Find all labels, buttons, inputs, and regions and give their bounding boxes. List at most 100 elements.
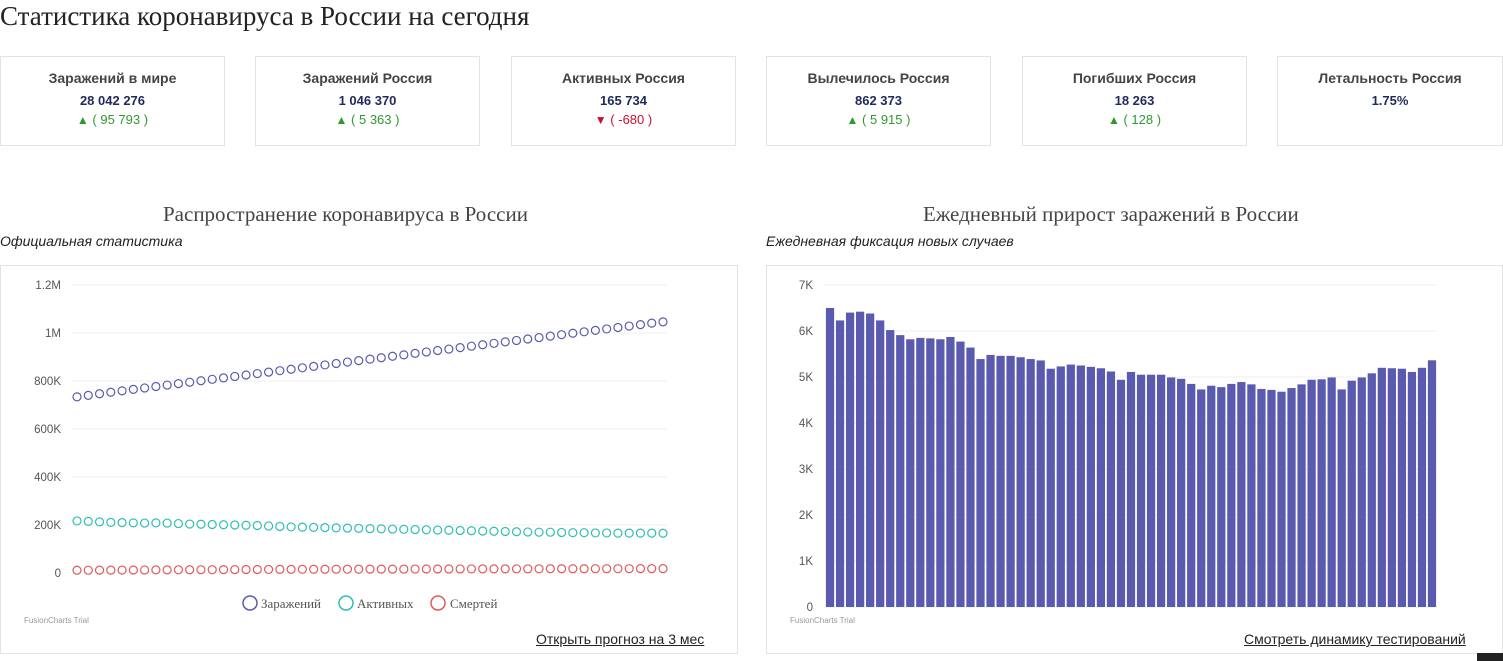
data-point[interactable] bbox=[387, 351, 398, 361]
data-point[interactable] bbox=[297, 564, 307, 574]
data-point[interactable] bbox=[658, 317, 668, 327]
data-point[interactable] bbox=[207, 374, 217, 384]
data-point[interactable] bbox=[94, 565, 105, 575]
data-point[interactable] bbox=[478, 340, 488, 350]
data-point[interactable] bbox=[128, 518, 138, 528]
data-point[interactable] bbox=[421, 347, 431, 357]
data-point[interactable] bbox=[602, 564, 612, 574]
bar[interactable] bbox=[1357, 377, 1366, 607]
data-point[interactable] bbox=[635, 528, 646, 538]
data-point[interactable] bbox=[162, 565, 172, 575]
bar[interactable] bbox=[1377, 367, 1386, 607]
data-point[interactable] bbox=[579, 564, 589, 574]
data-point[interactable] bbox=[376, 353, 386, 363]
data-point[interactable] bbox=[83, 390, 93, 400]
bar[interactable] bbox=[1136, 374, 1146, 607]
data-point[interactable] bbox=[421, 564, 431, 574]
data-point[interactable] bbox=[455, 343, 465, 353]
data-point[interactable] bbox=[489, 338, 499, 348]
data-point[interactable] bbox=[331, 564, 341, 574]
data-point[interactable] bbox=[556, 527, 567, 538]
data-point[interactable] bbox=[556, 564, 567, 574]
bar[interactable] bbox=[1046, 368, 1055, 607]
bar[interactable] bbox=[1407, 371, 1417, 607]
data-point[interactable] bbox=[568, 564, 578, 574]
data-point[interactable] bbox=[545, 527, 555, 537]
data-point[interactable] bbox=[173, 379, 184, 389]
bar[interactable] bbox=[1156, 374, 1166, 607]
bar[interactable] bbox=[1056, 366, 1065, 607]
bar[interactable] bbox=[886, 330, 895, 607]
data-point[interactable] bbox=[297, 522, 307, 532]
data-point[interactable] bbox=[263, 564, 274, 575]
bar[interactable] bbox=[1327, 377, 1336, 607]
data-point[interactable] bbox=[173, 518, 184, 529]
bar[interactable] bbox=[1297, 384, 1306, 607]
data-point[interactable] bbox=[602, 324, 612, 334]
data-point[interactable] bbox=[72, 565, 82, 575]
data-point[interactable] bbox=[320, 523, 330, 533]
bar[interactable] bbox=[1187, 383, 1196, 607]
bar[interactable] bbox=[1247, 384, 1256, 607]
data-point[interactable] bbox=[286, 564, 296, 574]
bar[interactable] bbox=[916, 337, 925, 607]
bar[interactable] bbox=[1257, 388, 1266, 607]
data-point[interactable] bbox=[309, 522, 319, 532]
data-point[interactable] bbox=[320, 564, 330, 574]
data-point[interactable] bbox=[410, 524, 420, 535]
bar[interactable] bbox=[956, 341, 965, 607]
legend-label-deaths[interactable]: Смертей bbox=[450, 596, 497, 611]
data-point[interactable] bbox=[399, 350, 409, 360]
data-point[interactable] bbox=[354, 564, 364, 574]
bar[interactable] bbox=[986, 354, 995, 607]
data-point[interactable] bbox=[635, 564, 646, 574]
bar[interactable] bbox=[926, 338, 935, 607]
data-point[interactable] bbox=[331, 523, 341, 533]
bar[interactable] bbox=[906, 339, 915, 607]
data-point[interactable] bbox=[579, 528, 589, 538]
data-point[interactable] bbox=[342, 357, 353, 367]
data-point[interactable] bbox=[185, 519, 195, 529]
forecast-link[interactable]: Открыть прогноз на 3 мес bbox=[536, 631, 705, 647]
data-point[interactable] bbox=[263, 367, 274, 377]
bar[interactable] bbox=[876, 320, 885, 607]
bar[interactable] bbox=[1267, 389, 1276, 607]
data-point[interactable] bbox=[523, 334, 533, 344]
bar[interactable] bbox=[856, 311, 865, 607]
data-point[interactable] bbox=[444, 564, 454, 574]
data-point[interactable] bbox=[410, 564, 420, 574]
data-point[interactable] bbox=[230, 564, 240, 575]
data-point[interactable] bbox=[106, 387, 116, 397]
data-point[interactable] bbox=[162, 518, 172, 528]
data-point[interactable] bbox=[534, 564, 544, 574]
data-point[interactable] bbox=[455, 564, 465, 574]
data-point[interactable] bbox=[275, 366, 285, 376]
data-point[interactable] bbox=[128, 384, 138, 395]
bar[interactable] bbox=[946, 336, 955, 607]
bar[interactable] bbox=[1066, 364, 1075, 607]
bar[interactable] bbox=[1237, 382, 1246, 607]
bar[interactable] bbox=[1016, 357, 1025, 607]
data-point[interactable] bbox=[647, 564, 657, 574]
data-point[interactable] bbox=[297, 363, 307, 373]
bar[interactable] bbox=[966, 347, 975, 607]
data-point[interactable] bbox=[478, 526, 488, 536]
data-point[interactable] bbox=[162, 380, 172, 390]
data-point[interactable] bbox=[185, 565, 195, 575]
data-point[interactable] bbox=[545, 331, 555, 341]
data-point[interactable] bbox=[500, 337, 510, 347]
data-point[interactable] bbox=[421, 525, 431, 535]
data-point[interactable] bbox=[72, 516, 82, 526]
data-point[interactable] bbox=[635, 319, 646, 330]
data-point[interactable] bbox=[218, 373, 229, 383]
bar[interactable] bbox=[1277, 391, 1286, 607]
bar[interactable] bbox=[1227, 383, 1236, 607]
data-point[interactable] bbox=[365, 524, 375, 534]
data-point[interactable] bbox=[613, 528, 623, 538]
data-point[interactable] bbox=[511, 564, 522, 574]
data-point[interactable] bbox=[365, 354, 375, 364]
data-point[interactable] bbox=[94, 517, 105, 527]
data-point[interactable] bbox=[511, 335, 522, 346]
bar[interactable] bbox=[1106, 371, 1116, 607]
data-point[interactable] bbox=[545, 564, 555, 574]
